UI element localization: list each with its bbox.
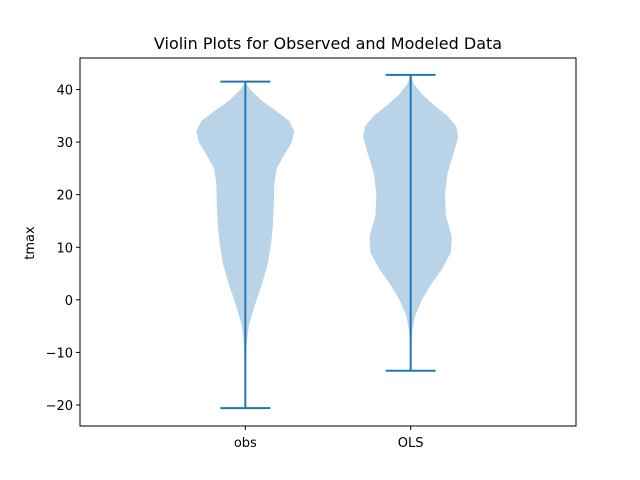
- violins-layer: [196, 73, 459, 410]
- ticks-layer: obs OLS −20 −10 0 10 20 30 40: [46, 84, 424, 451]
- chart-title: Violin Plots for Observed and Modeled Da…: [154, 34, 502, 53]
- y-tick-label-0: 0: [65, 294, 73, 309]
- y-tick-label-30: 30: [56, 136, 73, 151]
- y-tick-label-20: 20: [56, 189, 73, 204]
- x-tick-label-OLS: OLS: [398, 436, 424, 451]
- y-tick-label-10: 10: [56, 241, 73, 256]
- x-tick-label-obs: obs: [234, 436, 257, 451]
- y-axis-label: tmax: [23, 226, 38, 260]
- y-tick-label--10: −10: [46, 346, 73, 361]
- y-tick-label--20: −20: [46, 399, 73, 414]
- y-tick-label-40: 40: [56, 84, 73, 99]
- plot-frame: [79, 57, 577, 427]
